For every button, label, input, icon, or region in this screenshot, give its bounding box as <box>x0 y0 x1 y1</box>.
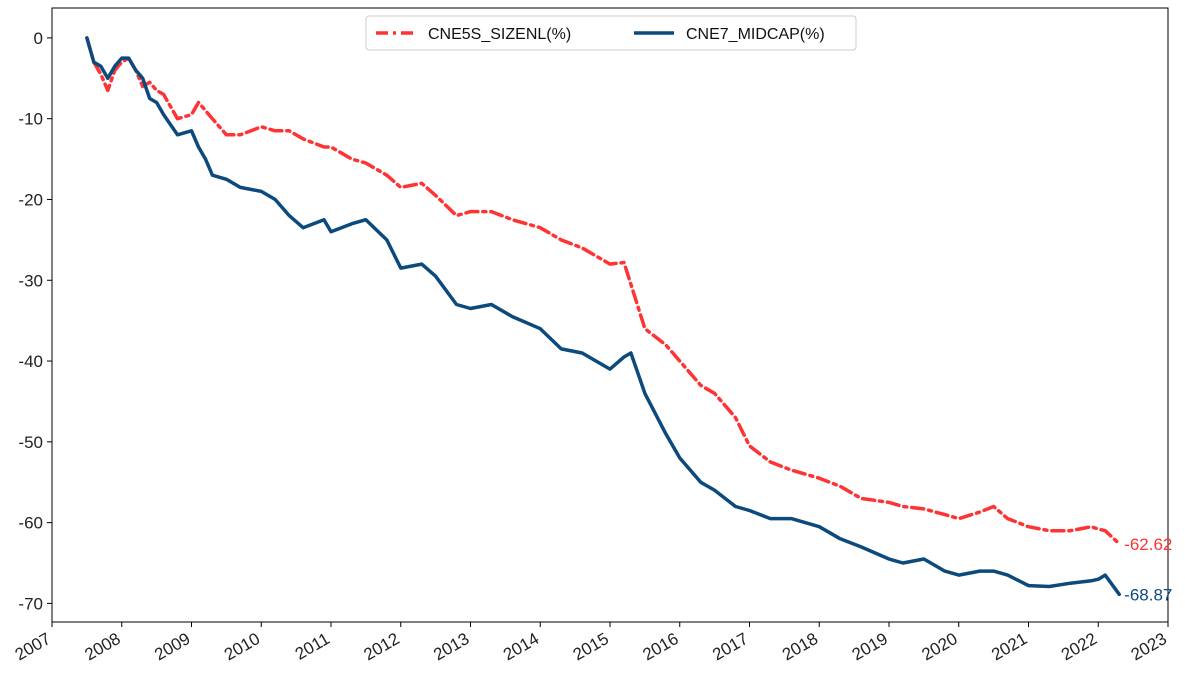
y-tick-label: -70 <box>18 594 43 613</box>
x-tick-label: 2016 <box>639 629 681 664</box>
plot-frame <box>51 7 1169 623</box>
x-tick-label: 2011 <box>292 629 333 664</box>
x-tick-label: 2012 <box>360 629 402 664</box>
x-tick-label: 2021 <box>988 629 1030 664</box>
y-tick-label: 0 <box>34 29 43 48</box>
x-tick-label: 2010 <box>221 629 263 664</box>
x-tick-label: 2013 <box>430 629 472 664</box>
legend-box <box>365 15 857 51</box>
series-line-midcap <box>85 36 1121 597</box>
x-tick-label: 2008 <box>81 629 123 664</box>
y-tick-label: -30 <box>18 271 43 290</box>
x-tick-label: 2007 <box>12 629 54 664</box>
y-axis: 0 -10 -20 -30 -40 -50 -60 -70 <box>18 29 52 613</box>
x-tick-label: 2023 <box>1128 629 1170 664</box>
end-label-sizenl: -62.62 <box>1124 535 1172 554</box>
legend-label-sizenl: CNE5S_SIZENL(%) <box>428 26 571 43</box>
legend-label-midcap: CNE7_MIDCAP(%) <box>686 26 825 43</box>
x-tick-label: 2018 <box>779 629 821 664</box>
y-tick-label: -40 <box>18 352 43 371</box>
end-labels: -62.62 -68.87 <box>1124 535 1172 604</box>
series-line-sizenl <box>85 36 1121 546</box>
x-tick-label: 2019 <box>849 629 891 664</box>
x-tick-label: 2014 <box>500 629 542 664</box>
series-layer <box>85 36 1121 597</box>
y-tick-label: -50 <box>18 433 43 452</box>
legend: CNE5S_SIZENL(%) CNE7_MIDCAP(%) <box>365 15 857 51</box>
x-tick-label: 2022 <box>1058 629 1100 664</box>
y-tick-label: -20 <box>18 190 43 209</box>
x-tick-label: 2015 <box>570 629 612 664</box>
x-tick-label: 2020 <box>918 629 960 664</box>
x-tick-label: 2009 <box>151 629 193 664</box>
y-tick-label: -10 <box>18 110 43 129</box>
y-tick-label: -60 <box>18 514 43 533</box>
end-label-midcap: -68.87 <box>1124 585 1172 604</box>
x-axis: 2007 2008 2009 2010 2011 2012 2013 2014 2015 2016… <box>12 622 1170 664</box>
x-tick-label: 2017 <box>709 629 751 664</box>
